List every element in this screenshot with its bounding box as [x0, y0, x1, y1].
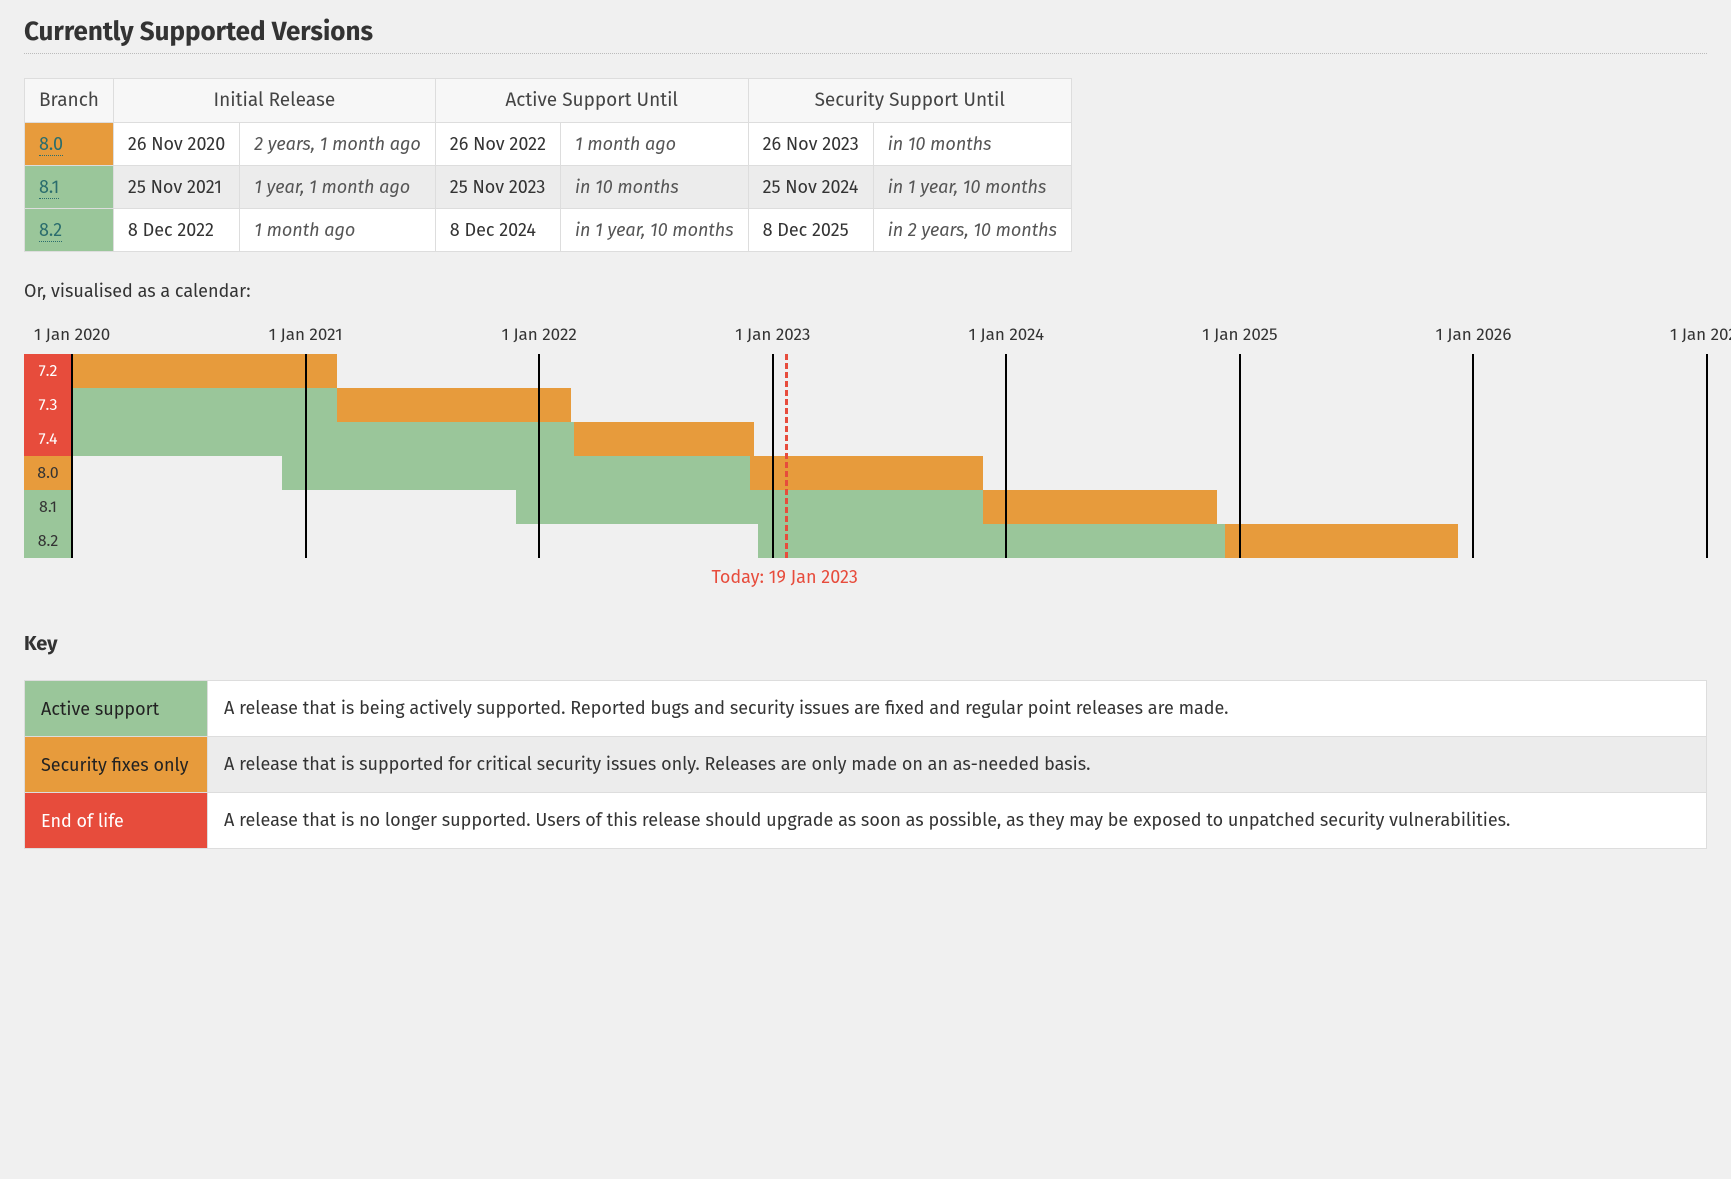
timeline-version-label: 7.2 — [24, 354, 72, 388]
key-table: Active supportA release that is being ac… — [24, 680, 1707, 849]
key-heading: Key — [24, 632, 1707, 656]
support-timeline: 1 Jan 2020 1 Jan 2021 1 Jan 2022 1 Jan 2023… — [24, 324, 1707, 598]
date-cell: 25 Nov 2023 — [435, 166, 560, 209]
year-tick-label: 1 Jan 2027 — [1670, 324, 1731, 345]
timeline-rows: 7.27.37.48.08.18.2 — [24, 354, 1707, 558]
table-row: 8.125 Nov 20211 year, 1 month ago25 Nov … — [25, 166, 1072, 209]
year-tick-label: 1 Jan 2020 — [34, 324, 110, 345]
timeline-bar-security — [72, 354, 337, 388]
relative-time-cell: in 2 years, 10 months — [873, 209, 1071, 252]
timeline-bar-security — [750, 456, 984, 490]
timeline-row: 8.1 — [24, 490, 1707, 524]
date-cell: 26 Nov 2020 — [113, 123, 239, 166]
year-tick-label: 1 Jan 2022 — [501, 324, 576, 345]
key-row: Active supportA release that is being ac… — [25, 681, 1707, 737]
timeline-version-label: 8.0 — [24, 456, 72, 490]
timeline-bar-security — [337, 388, 571, 422]
key-row: End of lifeA release that is no longer s… — [25, 793, 1707, 849]
year-tick-label: 1 Jan 2023 — [735, 324, 810, 345]
date-cell: 8 Dec 2022 — [113, 209, 239, 252]
branch-link[interactable]: 8.0 — [39, 133, 63, 156]
relative-time-cell: in 10 months — [873, 123, 1071, 166]
today-label: Today: 19 Jan 2023 — [712, 566, 858, 588]
key-description-cell: A release that is no longer supported. U… — [208, 793, 1707, 849]
date-cell: 25 Nov 2021 — [113, 166, 239, 209]
relative-time-cell: 1 year, 1 month ago — [240, 166, 436, 209]
timeline-row: 7.4 — [24, 422, 1707, 456]
date-cell: 8 Dec 2025 — [748, 209, 873, 252]
col-initial: Initial Release — [113, 79, 435, 123]
timeline-track — [72, 524, 1707, 558]
key-label-cell: Security fixes only — [25, 737, 208, 793]
col-branch: Branch — [25, 79, 114, 123]
title-divider — [24, 53, 1707, 54]
relative-time-cell: in 1 year, 10 months — [561, 209, 749, 252]
relative-time-cell: 1 month ago — [240, 209, 436, 252]
timeline-bar-active — [758, 524, 1225, 558]
timeline-version-label: 7.3 — [24, 388, 72, 422]
key-description-cell: A release that is being actively support… — [208, 681, 1707, 737]
date-cell: 25 Nov 2024 — [748, 166, 873, 209]
relative-time-cell: 2 years, 1 month ago — [240, 123, 436, 166]
timeline-year-axis: 1 Jan 20201 Jan 20211 Jan 20221 Jan 2023… — [72, 324, 1707, 354]
branch-link[interactable]: 8.2 — [39, 219, 62, 242]
versions-table-header-row: Branch Initial Release Active Support Un… — [25, 79, 1072, 123]
relative-time-cell: in 1 year, 10 months — [873, 166, 1071, 209]
timeline-bar-security — [983, 490, 1217, 524]
timeline-row: 8.0 — [24, 456, 1707, 490]
timeline-bar-active — [516, 490, 983, 524]
branch-cell: 8.1 — [25, 166, 114, 209]
timeline-row: 8.2 — [24, 524, 1707, 558]
timeline-track — [72, 422, 1707, 456]
key-label-cell: Active support — [25, 681, 208, 737]
timeline-track — [72, 456, 1707, 490]
key-description-cell: A release that is supported for critical… — [208, 737, 1707, 793]
col-security: Security Support Until — [748, 79, 1071, 123]
year-tick-label: 1 Jan 2025 — [1202, 324, 1277, 345]
year-tick-label: 1 Jan 2026 — [1435, 324, 1511, 345]
calendar-intro: Or, visualised as a calendar: — [24, 280, 1707, 302]
timeline-bar-active — [282, 456, 750, 490]
date-cell: 26 Nov 2022 — [435, 123, 560, 166]
timeline-version-label: 8.1 — [24, 490, 72, 524]
timeline-version-label: 8.2 — [24, 524, 72, 558]
year-tick-label: 1 Jan 2024 — [969, 324, 1044, 345]
timeline-bar-security — [1225, 524, 1459, 558]
timeline-version-label: 7.4 — [24, 422, 72, 456]
table-row: 8.2 8 Dec 20221 month ago8 Dec 2024in 1 y… — [25, 209, 1072, 252]
date-cell: 26 Nov 2023 — [748, 123, 873, 166]
table-row: 8.026 Nov 20202 years, 1 month ago26 Nov… — [25, 123, 1072, 166]
relative-time-cell: 1 month ago — [561, 123, 749, 166]
col-active: Active Support Until — [435, 79, 748, 123]
branch-cell: 8.0 — [25, 123, 114, 166]
timeline-row: 7.2 — [24, 354, 1707, 388]
key-row: Security fixes onlyA release that is sup… — [25, 737, 1707, 793]
page-title: Currently Supported Versions — [24, 16, 1707, 47]
timeline-track — [72, 490, 1707, 524]
relative-time-cell: in 10 months — [561, 166, 749, 209]
timeline-row: 7.3 — [24, 388, 1707, 422]
timeline-bar-active — [72, 422, 574, 456]
timeline-track — [72, 354, 1707, 388]
branch-link[interactable]: 8.1 — [39, 176, 59, 199]
branch-cell: 8.2 — [25, 209, 114, 252]
year-tick-label: 1 Jan 2021 — [269, 324, 343, 345]
timeline-track — [72, 388, 1707, 422]
date-cell: 8 Dec 2024 — [435, 209, 560, 252]
timeline-bar-active — [72, 388, 337, 422]
timeline-bar-security — [574, 422, 753, 456]
versions-table: Branch Initial Release Active Support Un… — [24, 78, 1072, 252]
key-label-cell: End of life — [25, 793, 208, 849]
